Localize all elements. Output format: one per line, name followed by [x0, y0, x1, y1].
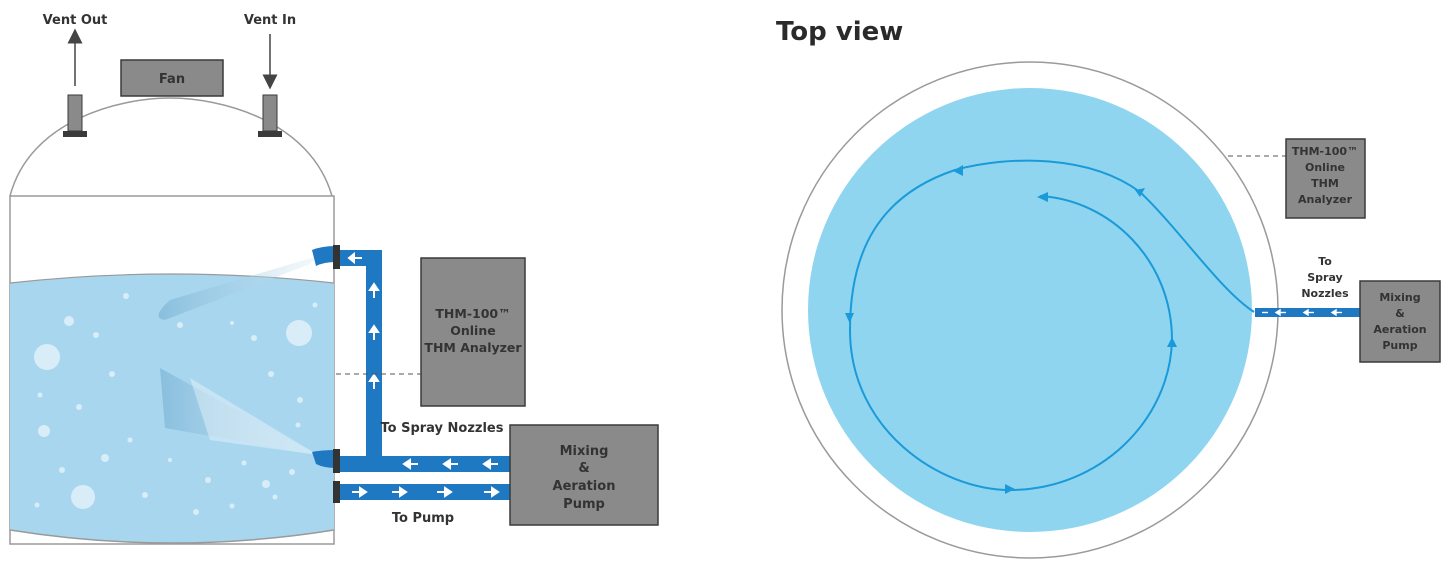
- top-pump-line-3: Aeration: [1373, 323, 1426, 336]
- top-pipe-arrows: [1262, 308, 1342, 317]
- pipe-arrows: [347, 251, 500, 498]
- pump-line-2: &: [578, 461, 589, 476]
- top-analyzer-text: THM-100™ Online THM Analyzer: [1292, 145, 1358, 206]
- top-analyzer-line-2: Online: [1305, 161, 1345, 174]
- top-pump-box: [1359, 280, 1441, 363]
- water-surface: [9, 273, 335, 284]
- lower-spray-2: [190, 378, 318, 455]
- fan-label: Fan: [159, 72, 185, 87]
- top-pump-line-4: Pump: [1382, 339, 1417, 352]
- pump-line-3: Aeration: [553, 479, 616, 494]
- top-pump-line-1: Mixing: [1379, 291, 1420, 304]
- to-spray-nozzles-label: To Spray Nozzles: [380, 421, 503, 436]
- top-spray-label: To Spray Nozzles: [1301, 255, 1349, 300]
- top-spray-line-2: Spray: [1307, 271, 1342, 284]
- top-spray-line-1: To: [1318, 255, 1332, 268]
- vent-out-base: [63, 131, 87, 137]
- upper-flange: [333, 245, 340, 269]
- pump-text: Mixing & Aeration Pump: [553, 444, 616, 512]
- lower-spray: [160, 368, 318, 455]
- top-spray-line-3: Nozzles: [1301, 287, 1349, 300]
- lower-flange: [333, 449, 340, 473]
- analyzer-line-2: Online: [450, 323, 495, 338]
- top-view: Top view THM-100™ Online THM Ana: [776, 17, 1441, 559]
- bubbles: [34, 293, 318, 515]
- vent-in-label: Vent In: [244, 13, 296, 28]
- top-analyzer-box: [1285, 138, 1366, 219]
- vent-in-base: [258, 131, 282, 137]
- vent-in-stack: [262, 94, 278, 132]
- lower-nozzle: [312, 450, 336, 468]
- analyzer-line-1: THM-100™: [435, 306, 510, 321]
- top-analyzer-line-3: THM: [1311, 177, 1339, 190]
- pump-box: [509, 424, 659, 526]
- side-view: Vent Out Vent In Fan THM-100™ Online THM…: [9, 13, 659, 545]
- pump-line-1: Mixing: [560, 444, 609, 459]
- upper-spray: [158, 256, 318, 320]
- flow-arrowheads: [845, 165, 1177, 494]
- analyzer-box: [420, 257, 526, 407]
- top-analyzer-line-4: Analyzer: [1298, 193, 1353, 206]
- analyzer-line-3: THM Analyzer: [424, 340, 522, 355]
- tank-water-top: [808, 88, 1252, 532]
- upper-nozzle: [312, 246, 336, 266]
- top-pump-text: Mixing & Aeration Pump: [1373, 291, 1426, 352]
- fan-box: [120, 59, 224, 97]
- tank-bottom-edge: [9, 529, 335, 544]
- vent-out-label: Vent Out: [43, 13, 108, 28]
- analyzer-text: THM-100™ Online THM Analyzer: [424, 306, 522, 355]
- top-view-title: Top view: [776, 17, 903, 47]
- top-analyzer-line-1: THM-100™: [1292, 145, 1358, 158]
- vent-out-stack: [67, 94, 83, 132]
- top-pump-line-2: &: [1395, 307, 1405, 320]
- pump-line-4: Pump: [563, 497, 605, 512]
- bottom-flange: [333, 481, 340, 503]
- pipes: [340, 250, 510, 500]
- tank-dome: [9, 97, 333, 197]
- to-pump-label: To Pump: [392, 511, 454, 526]
